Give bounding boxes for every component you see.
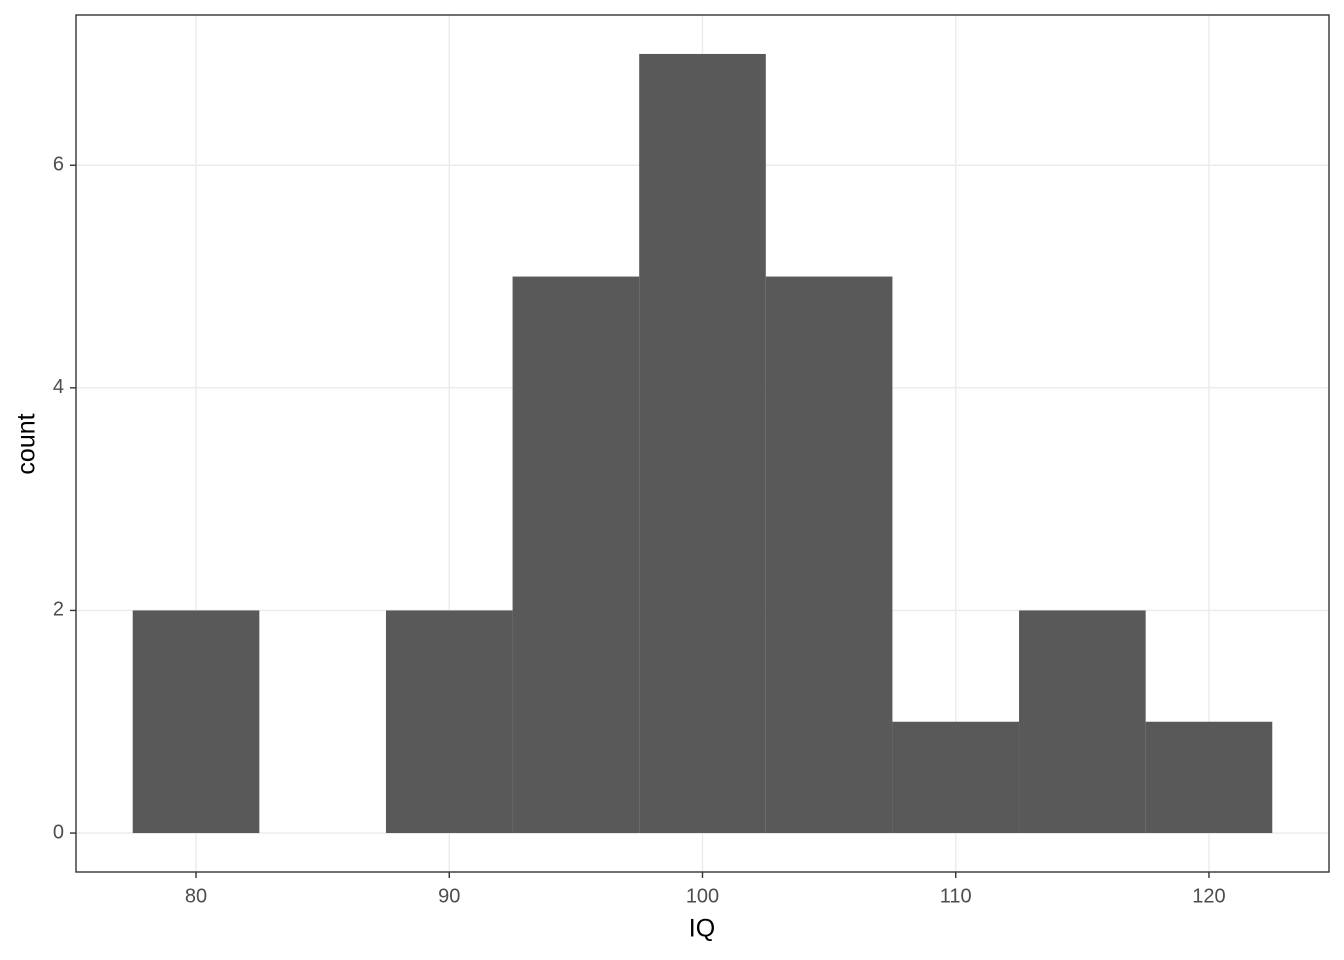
x-tick-label: 80 <box>185 885 207 907</box>
y-tick-label: 2 <box>53 599 64 621</box>
x-axis-title: IQ <box>689 915 715 943</box>
bar <box>512 276 640 834</box>
panel-border <box>75 14 1330 873</box>
bar <box>385 610 513 834</box>
bar <box>765 276 893 834</box>
y-tick-label: 6 <box>53 154 64 176</box>
x-tick-label: 90 <box>438 885 460 907</box>
bar <box>1145 721 1273 834</box>
x-tick-label: 120 <box>1192 885 1225 907</box>
bar <box>1019 610 1146 834</box>
y-axis-title: count <box>13 413 41 474</box>
bar <box>892 721 1020 834</box>
x-tick-label: 100 <box>686 885 719 907</box>
x-tick-label: 110 <box>940 885 972 907</box>
y-tick-label: 0 <box>53 821 64 843</box>
bar <box>132 610 260 834</box>
y-tick-label: 4 <box>53 376 64 398</box>
bar <box>639 53 766 834</box>
